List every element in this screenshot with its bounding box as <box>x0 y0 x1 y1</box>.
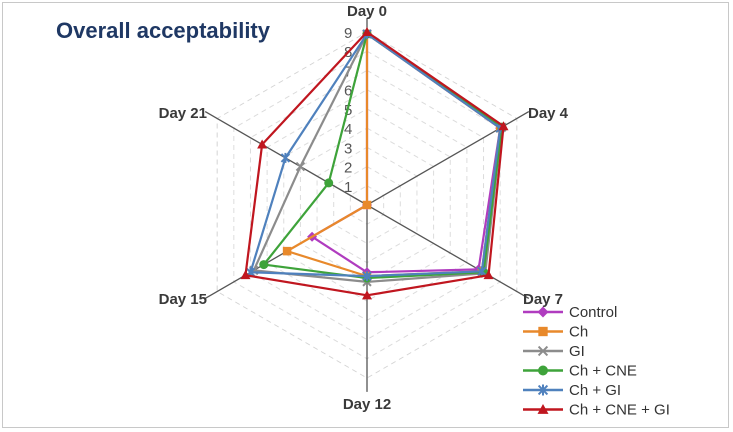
series-line <box>310 32 502 274</box>
axis-label: Day 12 <box>343 396 391 413</box>
triangle-marker <box>362 290 372 300</box>
tick-label: 4 <box>344 121 352 138</box>
triangle-marker <box>483 270 494 280</box>
series-ch-gi <box>245 28 505 282</box>
asterisk-marker <box>537 384 549 396</box>
series-line <box>252 32 503 283</box>
legend-label: GI <box>569 343 585 360</box>
chart-title: Overall acceptability <box>56 18 270 43</box>
axis-spoke <box>366 204 530 299</box>
triangle-marker <box>498 121 509 131</box>
legend-item: Ch + CNE <box>523 363 637 380</box>
legend-item: GI <box>523 343 585 360</box>
legend-item: Ch + GI <box>523 382 621 399</box>
axis-label: Day 4 <box>528 105 569 122</box>
asterisk-marker <box>362 271 372 282</box>
square-marker <box>282 246 292 256</box>
legend-item: Control <box>523 304 617 321</box>
legend-label: Ch + GI <box>569 382 621 399</box>
tick-label: 6 <box>344 83 352 100</box>
axis-label: Day 21 <box>159 105 207 122</box>
legend: Control Ch GI Ch + CNE Ch + GI Ch + CNE + GI <box>523 304 670 419</box>
square-marker <box>538 326 548 337</box>
x-marker-stroke <box>295 161 306 172</box>
tick-label: 9 <box>344 25 352 42</box>
axis-label: Day 7 <box>523 291 563 308</box>
series-layer <box>240 27 509 300</box>
axis-label: Day 0 <box>347 3 387 20</box>
circle-marker <box>259 260 269 270</box>
circle-marker <box>324 178 334 188</box>
triangle-marker <box>257 139 268 149</box>
tick-label: 3 <box>344 140 352 157</box>
legend-label: Control <box>569 304 617 321</box>
x-marker <box>295 161 306 172</box>
series-line <box>285 32 502 278</box>
series-ch <box>282 29 505 281</box>
legend-label: Ch + CNE + GI <box>569 402 670 419</box>
chart-frame <box>2 2 729 428</box>
diamond-marker <box>537 306 549 318</box>
triangle-marker <box>362 27 372 36</box>
triangle-marker <box>240 270 251 280</box>
legend-item: Ch + CNE + GI <box>523 402 670 419</box>
tick-label: 2 <box>344 160 352 177</box>
x-marker-stroke <box>537 345 549 357</box>
asterisk-marker <box>280 152 291 163</box>
asterisk-marker <box>477 266 487 277</box>
legend-item: Ch <box>523 324 588 341</box>
legend-label: Ch <box>569 324 588 341</box>
tick-label: 1 <box>344 179 352 196</box>
square-marker <box>362 200 372 210</box>
series-ch-cne-gi <box>240 27 509 300</box>
axis-label-layer: Day 0 Day 4 Day 7 Day 12 Day 15 Day 21 <box>159 3 569 413</box>
triangle-marker <box>537 404 549 414</box>
x-marker <box>537 345 549 357</box>
axis-label: Day 15 <box>159 291 207 308</box>
legend-label: Ch + CNE <box>569 363 637 380</box>
circle-marker <box>538 365 548 376</box>
